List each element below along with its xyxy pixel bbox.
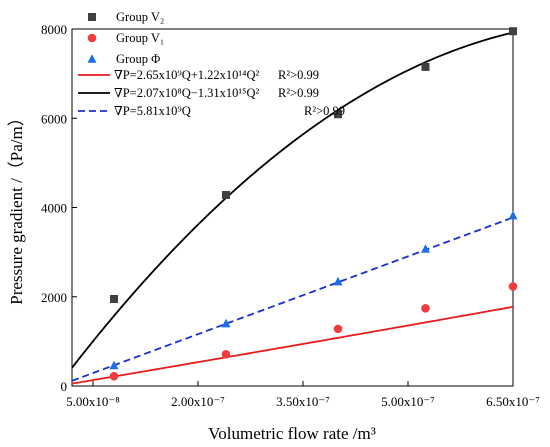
data-point-triangle — [87, 54, 97, 63]
y-axis-title: Pressure gradient /（Pa/m） — [7, 109, 26, 304]
x-tick-label: 6.50x10⁻⁷ — [486, 394, 540, 409]
data-point-circle — [333, 324, 343, 334]
data-point-square — [88, 13, 96, 21]
x-tick-label: 5.00x10⁻⁸ — [66, 394, 120, 409]
data-point-triangle — [333, 276, 343, 286]
data-point-circle — [421, 304, 430, 313]
legend-fit-equation: ∇P=2.65x10⁹Q+1.22x10¹⁴Q² — [114, 68, 260, 82]
x-tick-label: 5.00x10⁻⁷ — [381, 394, 435, 409]
data-point-circle — [221, 350, 231, 359]
x-axis-title: Volumetric flow rate /m³ — [208, 424, 376, 443]
legend-entry-label: Group V₁ — [116, 31, 164, 45]
y-axis: 0 2000 4000 6000 8000 — [41, 22, 77, 394]
y-tick-label: 2000 — [41, 290, 67, 305]
plot-area — [71, 27, 518, 387]
x-tick-label: 2.00x10⁻⁷ — [171, 394, 225, 409]
data-point-triangle — [421, 244, 430, 253]
legend-fit-r2: R²>0.99 — [304, 104, 345, 118]
x-axis: 5.00x10⁻⁸ 2.00x10⁻⁷ 3.50x10⁻⁷ 5.00x10⁻⁷ 6.50… — [66, 381, 540, 409]
legend-fit-r2: R²>0.99 — [278, 86, 319, 100]
data-points — [109, 27, 518, 381]
data-point-circle — [87, 33, 97, 43]
legend-fit-r2: R²>0.99 — [278, 68, 319, 82]
fit-lines — [71, 31, 514, 385]
fit-line — [71, 305, 514, 385]
data-point-square — [421, 62, 430, 71]
data-point-circle — [508, 282, 518, 291]
legend-entry-label: Group V₂ — [116, 10, 164, 24]
data-point-triangle — [221, 318, 231, 328]
plot-frame — [71, 28, 514, 387]
fit-line — [71, 216, 514, 382]
legend-entry-label: Group Φ — [116, 52, 160, 66]
data-point-square — [334, 110, 342, 119]
data-point-triangle — [508, 210, 518, 220]
data-point-square — [110, 294, 118, 303]
legend-fit-equation: ∇P=5.81x10⁹Q — [114, 104, 191, 118]
data-point-triangle — [109, 360, 119, 370]
y-tick-label: 4000 — [41, 201, 67, 216]
data-point-square — [222, 191, 230, 200]
y-tick-label: 8000 — [41, 22, 67, 37]
legend-fit-equation: ∇P=2.07x10⁸Q−1.31x10¹⁵Q² — [114, 86, 260, 100]
y-tick-label: 0 — [61, 379, 68, 394]
data-point-circle — [109, 371, 119, 381]
data-point-square — [509, 27, 517, 36]
legend: Group V₂ Group V₁ Group Φ ∇P=2.65x10⁹Q+1.22… — [78, 10, 345, 118]
fit-line — [71, 31, 514, 369]
x-tick-label: 3.50x10⁻⁷ — [276, 394, 330, 409]
y-tick-label: 6000 — [41, 111, 67, 126]
